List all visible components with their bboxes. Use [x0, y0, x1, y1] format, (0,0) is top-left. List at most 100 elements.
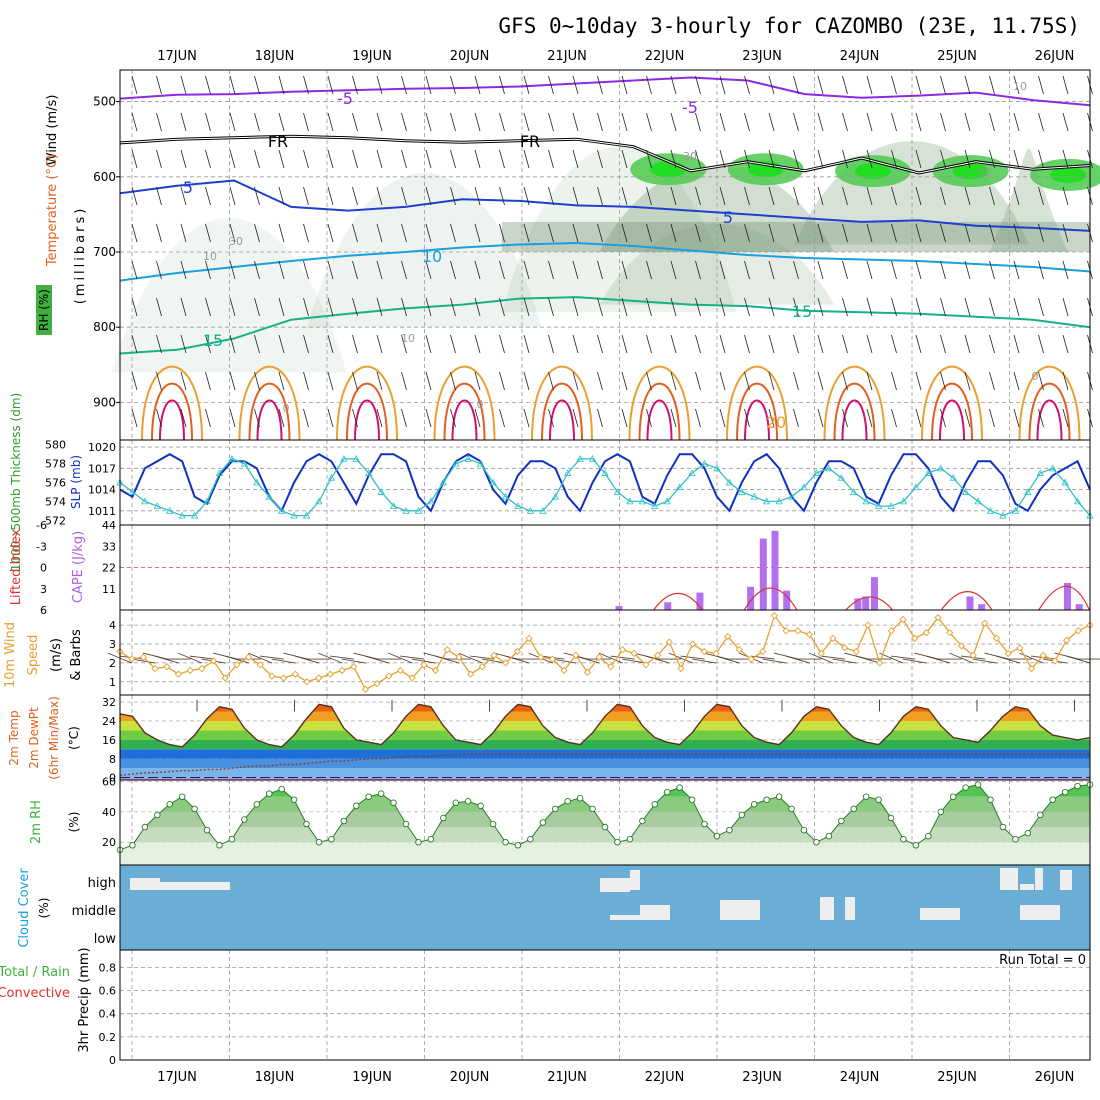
wind-barb	[866, 112, 873, 132]
wind-barb	[768, 334, 775, 354]
axis-label-wind-10m: (m/s)	[49, 638, 64, 672]
wind-barb	[548, 186, 554, 206]
thickness-marker	[476, 459, 485, 467]
wind-barb	[1013, 149, 1020, 169]
rh-peak-patch	[1050, 166, 1086, 183]
wind-barb	[695, 334, 701, 354]
wind-barb	[940, 112, 946, 132]
thickness-marker	[588, 455, 597, 462]
rh-marker	[228, 835, 236, 843]
rh-marker	[925, 832, 932, 840]
temperature-warm-contour	[531, 365, 593, 441]
wind-speed-marker	[583, 668, 592, 676]
wind-barb	[842, 408, 848, 428]
contour-label: 30	[229, 235, 243, 248]
wind-barb	[474, 260, 481, 280]
wind-barb	[989, 75, 995, 95]
wind-barb	[156, 223, 162, 243]
wind-barb	[278, 297, 285, 317]
wind-barb-10m	[855, 655, 881, 664]
wind-barb-10m	[692, 658, 717, 664]
wind-barb	[376, 408, 383, 428]
wind-barb	[352, 112, 358, 132]
wind-barb	[156, 75, 162, 95]
wind-barb	[768, 260, 775, 280]
axis-label-rh: RH (%)	[37, 289, 51, 331]
temperature-warm-contour	[151, 382, 193, 441]
temperature-warm-contour	[1018, 365, 1081, 441]
wind-speed-marker	[922, 629, 931, 637]
wind-barb	[842, 260, 848, 280]
date-label-bottom: 21JUN	[547, 1070, 587, 1085]
contour-label: 15	[203, 331, 223, 350]
wind-barb	[352, 260, 358, 280]
date-label-top: 22JUN	[645, 49, 685, 64]
temperature-warm-contour	[336, 365, 398, 441]
wind-barb	[131, 297, 138, 317]
wind-barb	[131, 371, 138, 391]
rh-marker	[365, 793, 372, 800]
cloud-cover-background	[120, 865, 1090, 950]
date-label-top: 24JUN	[840, 49, 880, 64]
rh-marker	[278, 785, 285, 793]
wind-barb	[425, 334, 432, 354]
temperature-warm-contour	[833, 382, 876, 441]
wind-barb	[376, 112, 383, 132]
date-label-bottom: 25JUN	[937, 1070, 977, 1085]
thickness-marker	[800, 483, 808, 491]
wind-barb	[989, 408, 995, 428]
wind-speed-marker	[992, 634, 1001, 642]
wind-barb	[499, 408, 505, 428]
wind-barb	[450, 112, 456, 132]
wind-barb	[180, 408, 187, 428]
contour-label: 5	[723, 208, 733, 227]
contour-label: -5	[682, 98, 698, 117]
wind-barb	[156, 371, 162, 391]
rh-marker	[253, 801, 261, 808]
rh-marker	[750, 801, 758, 808]
wind-barb	[915, 408, 922, 428]
wind-barb	[719, 75, 726, 95]
wind-barb-10m	[680, 655, 705, 660]
wind-barb	[670, 334, 677, 354]
wind-speed-marker	[969, 651, 977, 659]
wind-barb	[131, 149, 138, 169]
wind-barb	[499, 112, 505, 132]
rh-marker	[154, 811, 161, 819]
wind-barb	[940, 408, 946, 428]
wind-barb	[597, 334, 603, 354]
wind-barb	[572, 149, 579, 169]
wind-barb	[131, 408, 138, 428]
temp-band	[120, 704, 1090, 712]
wind-speed-marker	[513, 647, 521, 656]
wind-speed-marker	[548, 655, 557, 663]
wind-barb	[523, 408, 530, 428]
date-label-top: 25JUN	[937, 49, 977, 64]
thickness-marker	[153, 502, 161, 510]
wind-barb	[670, 112, 677, 132]
axis-label-thickness: 1000~500mb Thickness (dm)	[9, 393, 23, 571]
cape-tick-label: 22	[102, 562, 116, 575]
wind-barb	[940, 223, 946, 243]
wind-barb	[156, 334, 162, 354]
wind-barb-10m	[820, 655, 845, 660]
lifted-index-line	[940, 591, 993, 611]
wind-barb	[719, 297, 726, 317]
wind-barb	[842, 112, 848, 132]
text-layer: 17JUN 17JUN 18JUN 18JUN 19JUN 19JUN 20JUN 20JUN…	[0, 49, 1086, 1085]
date-label-top: 17JUN	[157, 49, 197, 64]
axis-label-precip-total: Total / Rain	[0, 965, 70, 980]
thickness-marker	[651, 502, 659, 510]
wind-barb-10m	[902, 658, 927, 664]
temperature-warm-contour	[159, 399, 185, 441]
wind-barb	[768, 371, 775, 391]
wind-barb	[352, 223, 358, 243]
thickness-marker	[862, 497, 870, 505]
wind-barb	[450, 408, 456, 428]
wind-speed-marker	[829, 634, 837, 642]
wind-barb	[180, 149, 187, 169]
wind-speed-marker	[198, 664, 206, 673]
rh-marker	[440, 814, 447, 822]
date-label-bottom: 26JUN	[1035, 1070, 1075, 1085]
wind-speed-marker	[887, 627, 895, 635]
